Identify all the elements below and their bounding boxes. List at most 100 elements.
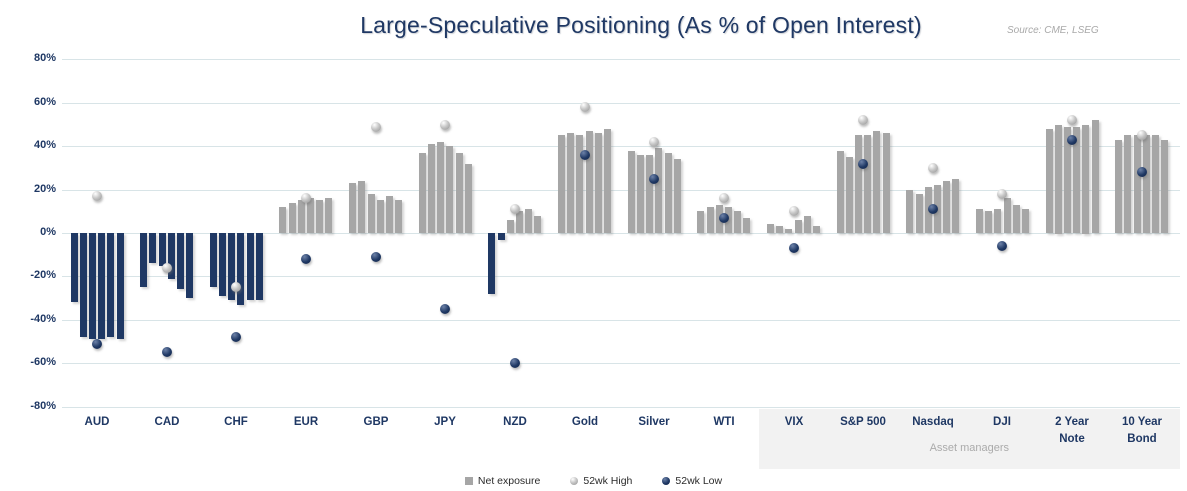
net-exposure-bar — [358, 181, 365, 233]
net-exposure-bar — [107, 233, 114, 337]
net-exposure-bar — [368, 194, 375, 233]
net-exposure-bar — [952, 179, 959, 233]
legend-item-net-exposure: Net exposure — [464, 475, 540, 487]
net-exposure-bar — [1004, 198, 1011, 233]
y-axis-tick-label: -40% — [30, 313, 56, 325]
net-exposure-bar — [586, 131, 593, 233]
y-axis-tick-label: 0% — [40, 226, 56, 238]
low-52wk-marker — [719, 213, 729, 223]
low-52wk-marker — [301, 254, 311, 264]
net-exposure-bar — [864, 135, 871, 233]
net-exposure-bar — [776, 226, 783, 233]
net-exposure-bar — [488, 233, 495, 294]
net-exposure-bar — [1082, 125, 1089, 234]
y-axis-tick-label: -80% — [30, 400, 56, 412]
net-exposure-bar — [785, 229, 792, 233]
y-axis-tick-label: 20% — [33, 183, 56, 195]
net-exposure-bar — [1115, 140, 1122, 233]
net-exposure-bar — [1013, 205, 1020, 233]
net-exposure-bar — [428, 144, 435, 233]
y-axis-tick-label: 40% — [33, 139, 56, 151]
gridline — [62, 320, 1180, 321]
category-label-nasdaq: Nasdaq — [912, 416, 954, 428]
net-exposure-bar — [1064, 127, 1071, 233]
net-exposure-bar — [906, 190, 913, 233]
category-label-silver: Silver — [638, 416, 670, 428]
y-axis-tick-label: -60% — [30, 356, 56, 368]
high-52wk-marker — [301, 193, 311, 203]
category-label-nzd: NZD — [503, 416, 527, 428]
high-52wk-marker — [1067, 115, 1077, 125]
net-exposure-bar — [149, 233, 156, 263]
low-52wk-marker — [858, 159, 868, 169]
net-exposure-bar — [1152, 135, 1159, 233]
net-exposure-bar — [855, 135, 862, 233]
category-label-eur: EUR — [293, 416, 319, 428]
net-exposure-bar — [316, 200, 323, 233]
low-52wk-marker — [789, 243, 799, 253]
category-label-vix: VIX — [784, 416, 804, 428]
net-exposure-bar — [595, 133, 602, 233]
net-exposure-bar — [279, 207, 286, 233]
net-exposure-bar — [734, 211, 741, 233]
net-exposure-bar — [767, 224, 774, 233]
gridline — [62, 233, 1180, 234]
net-exposure-bar — [646, 155, 653, 233]
gridline — [62, 407, 1180, 408]
legend: Net exposure 52wk High 52wk Low — [0, 475, 1187, 487]
low-52wk-marker — [371, 252, 381, 262]
legend-label: 52wk Low — [675, 475, 723, 487]
net-exposure-bar — [916, 194, 923, 233]
net-exposure-bar — [507, 220, 514, 233]
chart-title: Large-Speculative Positioning (As % of O… — [360, 12, 922, 38]
net-exposure-bar — [456, 153, 463, 233]
net-exposure-bar — [98, 233, 105, 339]
gridline — [62, 363, 1180, 364]
net-exposure-bar — [516, 211, 523, 233]
high-52wk-marker — [371, 122, 381, 132]
net-exposure-bar — [168, 233, 175, 279]
net-exposure-bar — [1143, 135, 1150, 233]
y-axis-tick-label: 80% — [33, 52, 56, 64]
net-exposure-bar — [567, 133, 574, 233]
low-52wk-marker — [580, 150, 590, 160]
net-exposure-bar — [707, 207, 714, 233]
net-exposure-bar — [1161, 140, 1168, 233]
category-label-dji: DJI — [993, 416, 1011, 428]
low-52wk-marker — [1137, 167, 1147, 177]
net-exposure-bar — [985, 211, 992, 233]
category-label-gbp: GBP — [363, 416, 389, 428]
low-52wk-marker — [440, 304, 450, 314]
low-52wk-marker — [510, 358, 520, 368]
net-exposure-bar — [89, 233, 96, 339]
net-exposure-bar — [837, 151, 844, 233]
gridline — [62, 103, 1180, 104]
net-exposure-bar — [117, 233, 124, 339]
category-label-10-year-bond: 10 Year Bond — [1121, 416, 1163, 445]
net-exposure-swatch-icon — [464, 477, 473, 485]
net-exposure-bar — [325, 198, 332, 233]
category-label-2-year-note: 2 Year Note — [1055, 416, 1089, 445]
net-exposure-bar — [883, 133, 890, 233]
gridline — [62, 146, 1180, 147]
net-exposure-bar — [465, 164, 472, 233]
net-exposure-bar — [186, 233, 193, 298]
net-exposure-bar — [219, 233, 226, 296]
high-52wk-marker — [231, 282, 241, 292]
legend-item-52wk-low: 52wk Low — [662, 475, 722, 487]
high-52wk-marker — [789, 206, 799, 216]
low-52wk-marker — [1067, 135, 1077, 145]
category-label-aud: AUD — [84, 416, 110, 428]
high-52wk-marker — [1137, 130, 1147, 140]
category-label-gold: Gold — [571, 416, 599, 428]
net-exposure-bar — [349, 183, 356, 233]
net-exposure-bar — [655, 148, 662, 233]
net-exposure-bar — [71, 233, 78, 302]
high-52wk-marker — [162, 263, 172, 273]
high-52wk-marker — [649, 137, 659, 147]
high-52wk-marker — [580, 102, 590, 112]
net-exposure-bar — [743, 218, 750, 233]
net-exposure-bar — [289, 203, 296, 233]
net-exposure-bar — [795, 220, 802, 233]
